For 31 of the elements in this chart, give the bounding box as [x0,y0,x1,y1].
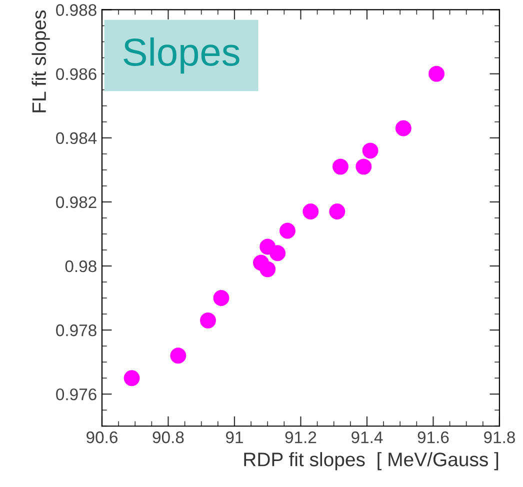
point [260,261,276,278]
point [332,158,348,175]
point [124,370,140,386]
point [395,120,412,136]
x-axis-title: RDP fit slopes [ MeV/Gauss ] [244,452,498,470]
text: Slopes [124,37,240,74]
point [329,204,346,220]
point [356,158,372,175]
point [213,290,230,306]
x-tick-label: 91.4 [352,431,383,444]
y-tick-label: 0.982 [56,196,96,208]
point [279,222,296,239]
point [428,66,445,82]
point [170,348,186,364]
y-tick-label: 0.988 [56,4,96,16]
point [302,204,319,220]
y-tick-label: 0.984 [56,132,97,144]
x-tick-label: 90.6 [86,431,118,444]
y-tick-label: 0.986 [56,68,96,80]
y-tick-label: 0.978 [56,324,96,336]
x-tick-label: 91.2 [285,431,316,444]
x-tick-label: 91.8 [484,431,515,444]
x-tick-label: 91 [226,431,243,444]
y-tick-label: 0.976 [56,388,96,400]
point [200,312,216,328]
point [270,245,286,262]
x-tick-label: 90.8 [152,431,184,444]
y-axis-title: FL fit slopes [32,10,50,112]
x-tick-label: 91.6 [418,431,449,444]
y-tick-label: 0.98 [65,260,96,272]
point [362,142,378,159]
